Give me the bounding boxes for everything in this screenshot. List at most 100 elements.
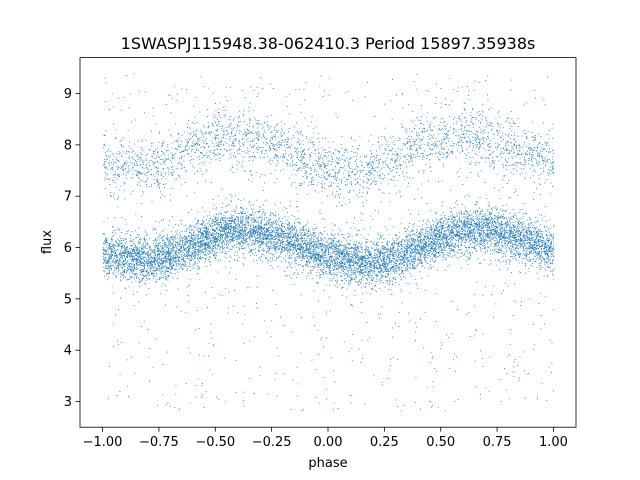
data-point xyxy=(142,251,144,253)
data-point xyxy=(232,234,233,236)
data-point xyxy=(125,276,126,278)
data-point xyxy=(190,251,192,253)
data-point xyxy=(411,242,413,244)
data-point xyxy=(293,228,295,230)
data-point xyxy=(154,257,156,259)
data-point xyxy=(547,259,549,260)
data-point xyxy=(232,229,234,231)
data-point xyxy=(455,228,457,229)
data-point xyxy=(535,242,537,244)
data-point xyxy=(390,272,392,274)
data-point xyxy=(526,249,528,251)
data-point xyxy=(506,227,507,229)
data-point xyxy=(161,265,163,267)
data-point xyxy=(409,236,411,238)
data-point xyxy=(313,245,314,247)
data-point xyxy=(121,246,123,247)
data-point xyxy=(461,249,462,250)
data-point xyxy=(365,283,366,284)
data-point xyxy=(238,218,239,220)
data-point xyxy=(276,231,278,233)
data-point xyxy=(448,218,450,220)
data-point xyxy=(496,215,498,217)
data-point xyxy=(468,247,469,248)
data-point xyxy=(329,280,331,282)
data-point xyxy=(200,246,201,248)
data-point xyxy=(323,244,325,245)
data-point xyxy=(480,233,481,235)
data-point xyxy=(183,265,185,267)
data-point xyxy=(172,258,174,259)
data-point xyxy=(549,266,551,268)
data-point xyxy=(274,252,276,254)
data-point xyxy=(444,249,446,251)
data-point xyxy=(368,253,370,255)
data-point xyxy=(157,236,159,238)
data-point xyxy=(460,220,462,222)
data-point xyxy=(344,258,346,260)
data-point xyxy=(220,252,222,253)
data-point xyxy=(164,235,165,237)
data-point xyxy=(386,264,388,266)
data-point xyxy=(502,209,503,211)
data-point xyxy=(199,256,201,258)
data-point xyxy=(290,248,292,250)
data-point xyxy=(487,229,489,231)
data-point xyxy=(126,231,128,232)
data-point xyxy=(366,282,368,284)
data-point xyxy=(345,264,347,266)
data-point xyxy=(389,278,390,280)
data-point xyxy=(240,200,242,202)
data-point xyxy=(500,237,502,239)
data-point xyxy=(114,261,116,263)
data-point xyxy=(275,243,277,245)
data-point xyxy=(277,245,279,247)
data-point xyxy=(136,277,138,279)
data-point xyxy=(399,267,401,269)
data-point xyxy=(154,261,155,262)
data-point xyxy=(205,226,207,228)
data-point xyxy=(349,242,350,244)
data-point xyxy=(194,231,195,233)
data-point xyxy=(198,266,200,267)
data-point xyxy=(520,244,522,246)
data-point xyxy=(536,236,538,238)
data-point xyxy=(425,241,427,242)
data-point xyxy=(461,222,463,224)
data-point xyxy=(481,223,483,225)
data-point xyxy=(255,226,257,228)
data-point xyxy=(460,239,462,240)
data-point xyxy=(168,253,170,255)
data-point xyxy=(322,244,323,246)
data-point xyxy=(359,256,361,258)
data-point xyxy=(205,242,206,244)
data-point xyxy=(329,259,330,260)
data-point xyxy=(513,249,515,250)
data-point xyxy=(418,240,420,241)
data-point xyxy=(428,221,430,223)
data-point xyxy=(166,259,167,261)
data-point xyxy=(266,228,268,230)
data-point xyxy=(260,223,262,225)
data-point xyxy=(360,244,362,246)
data-point xyxy=(315,240,317,242)
data-point xyxy=(498,259,500,261)
data-point xyxy=(245,233,247,235)
data-point xyxy=(442,249,444,250)
data-point xyxy=(404,254,405,256)
data-point xyxy=(173,252,175,254)
data-point xyxy=(189,248,191,249)
data-point xyxy=(133,248,134,250)
data-point xyxy=(244,231,245,233)
data-point xyxy=(514,254,516,255)
data-point xyxy=(529,253,530,255)
data-point xyxy=(145,242,146,244)
data-point xyxy=(275,223,277,225)
data-point xyxy=(509,260,511,262)
data-point xyxy=(510,251,512,252)
data-point xyxy=(447,224,449,226)
data-point xyxy=(387,249,389,251)
data-point xyxy=(186,237,188,239)
data-point xyxy=(436,233,437,235)
data-point xyxy=(289,228,291,229)
